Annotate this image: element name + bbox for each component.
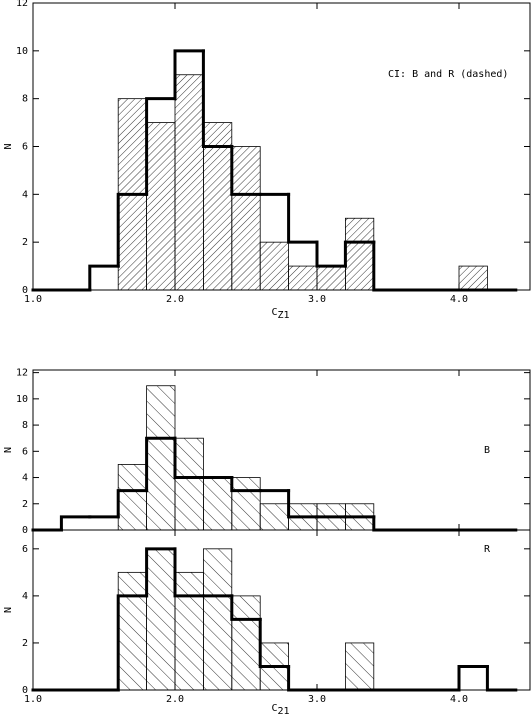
hatched-bar (259, 241, 290, 291)
y-tick-label: 2 (22, 638, 28, 649)
x-axis-label: C21 (272, 703, 290, 716)
hatched-bar (174, 74, 204, 291)
y-tick-label: 6 (22, 142, 28, 153)
x-tick-label: 3.0 (308, 694, 326, 705)
step-bin (457, 664, 489, 692)
hatched-bar (202, 477, 233, 531)
hatched-bar (146, 548, 176, 691)
step-bin (287, 664, 319, 692)
y-tick-label: 12 (16, 368, 28, 379)
hatched-bar (231, 477, 261, 531)
x-tick-label: 1.0 (24, 294, 42, 305)
hatched-bar (174, 437, 204, 531)
x-label-sub: 21 (278, 706, 290, 716)
step-bin (343, 240, 376, 268)
step-bin (116, 192, 149, 268)
step-bin (88, 264, 120, 292)
x-tick-label: 4.0 (450, 294, 468, 305)
hatched-bar (288, 265, 318, 291)
y-tick-label: 2 (22, 499, 28, 510)
hatched-bar (316, 265, 346, 291)
hatched-bar (458, 265, 488, 291)
axes-frame (32, 529, 531, 691)
annotation: B (484, 445, 490, 456)
step-bin (59, 515, 92, 532)
y-tick-label: 10 (16, 394, 28, 405)
step-bin (201, 49, 234, 148)
annotation: R (484, 544, 491, 555)
step-bin (287, 192, 319, 244)
y-tick-label: 4 (22, 473, 28, 484)
hatched-bar (202, 122, 233, 291)
x-tick-label: 3.0 (308, 294, 326, 305)
hatched-bar (146, 385, 176, 531)
hatched-bar (344, 642, 375, 691)
step-bin (173, 547, 205, 598)
hatched-bar (231, 595, 261, 691)
y-tick-label: 12 (16, 0, 28, 9)
y-tick-label: 0 (22, 285, 28, 296)
x-tick-label: 2.0 (166, 694, 184, 705)
step-bin (485, 664, 518, 692)
step-bin (145, 547, 177, 598)
step-bin (315, 240, 347, 268)
step-bin (230, 145, 262, 196)
y-tick-label: 4 (22, 189, 28, 200)
hatched-bar (231, 146, 261, 291)
hatched-bar (344, 217, 375, 291)
x-label-sub: Z1 (278, 310, 290, 321)
step-bin (287, 489, 319, 519)
step-bin (372, 515, 404, 532)
hatched-bar (259, 503, 290, 531)
y-tick-label: 8 (22, 94, 28, 105)
y-tick-label: 4 (22, 591, 28, 602)
step-bin (258, 617, 291, 668)
hatched-bar (117, 464, 147, 531)
y-tick-label: 10 (16, 46, 28, 57)
y-tick-label: 2 (22, 237, 28, 248)
step-bin (372, 240, 404, 292)
x-label-main: C (272, 307, 278, 318)
hatched-bar (174, 571, 204, 691)
step-bin (230, 594, 262, 621)
x-label-main: C (272, 703, 278, 714)
step-bin (230, 476, 262, 493)
x-tick-label: 2.0 (166, 294, 184, 305)
y-axis-label: N (3, 607, 14, 613)
step-bin (145, 436, 177, 493)
hatched-bar (117, 571, 147, 691)
y-tick-label: 6 (22, 544, 28, 555)
y-tick-label: 0 (22, 525, 28, 536)
x-axis-label: CZ1 (272, 307, 290, 321)
y-axis-label: N (3, 143, 14, 149)
y-tick-label: 8 (22, 420, 28, 431)
hatched-bar (202, 548, 233, 691)
annotation: CI: B and R (dashed) (388, 69, 508, 80)
step-bin (173, 49, 205, 101)
hatched-bar (146, 122, 176, 291)
x-tick-label: 1.0 (24, 694, 42, 705)
y-axis-label: N (3, 447, 14, 453)
step-bin (116, 489, 149, 519)
y-tick-label: 6 (22, 446, 28, 457)
y-tick-label: 0 (22, 685, 28, 696)
step-bin (145, 97, 177, 196)
step-bin (173, 436, 205, 480)
x-tick-label: 4.0 (450, 694, 468, 705)
step-bin (116, 594, 149, 692)
